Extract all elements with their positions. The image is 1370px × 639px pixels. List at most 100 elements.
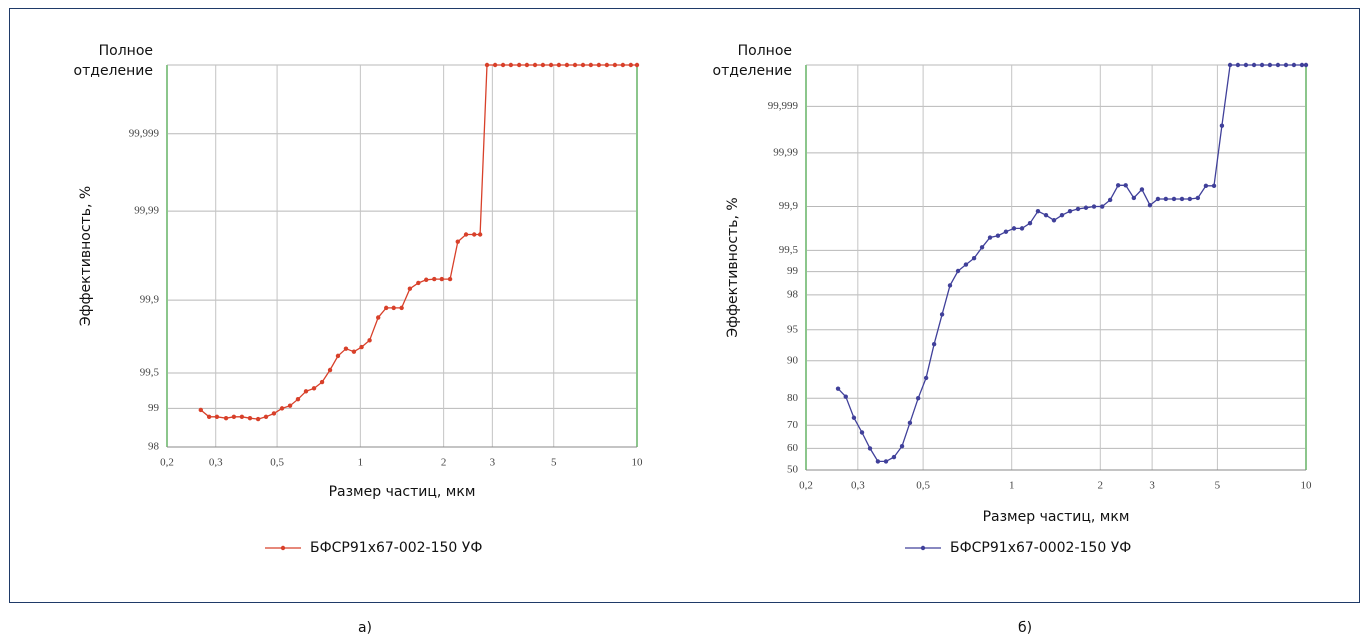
data-point [524, 62, 530, 68]
data-point [634, 62, 640, 68]
data-point [447, 276, 453, 282]
data-point [907, 420, 913, 426]
data-point [851, 415, 857, 420]
data-point [915, 396, 921, 401]
data-point [939, 312, 945, 317]
data-point [1259, 62, 1265, 68]
data-point [1219, 123, 1225, 128]
data-point [1003, 229, 1009, 234]
data-point [1019, 226, 1025, 231]
data-point [1043, 212, 1049, 218]
data-point [359, 344, 364, 350]
data-point [628, 62, 634, 68]
data-point [1275, 62, 1281, 68]
x-tick-label: 10 [1301, 480, 1313, 492]
data-point [572, 62, 578, 68]
data-point [432, 276, 437, 282]
data-point [1075, 206, 1081, 212]
data-point [1303, 62, 1309, 68]
y-tick-label: 99,99 [134, 205, 159, 217]
data-point [1115, 183, 1121, 188]
y-tick-label: 90 [787, 354, 799, 366]
data-point [1171, 196, 1177, 202]
y-tick-label: 99 [787, 265, 799, 277]
y-tick-label: 99 [148, 402, 160, 414]
data-point [424, 277, 429, 282]
data-point [384, 305, 389, 311]
y-tick-label: 98 [787, 288, 799, 300]
data-point [1211, 183, 1217, 189]
x-tick-label: 0,5 [916, 480, 930, 492]
x-tick-label: 2 [1098, 480, 1104, 492]
data-point [1299, 62, 1305, 68]
data-point [416, 280, 421, 286]
data-point [987, 235, 993, 240]
data-point [1059, 212, 1065, 218]
data-point [1155, 196, 1161, 202]
x-tick-label: 0,2 [160, 457, 174, 469]
y-tick-label: 99,9 [779, 200, 799, 212]
data-point [1107, 197, 1113, 203]
data-point [271, 411, 277, 416]
data-point [508, 62, 514, 68]
data-point [556, 62, 562, 68]
series-line [200, 64, 637, 420]
data-point [287, 403, 293, 408]
data-point [947, 283, 953, 288]
data-point [548, 62, 554, 68]
data-point [867, 446, 873, 451]
data-point [1035, 208, 1041, 214]
data-point [955, 268, 961, 274]
y-tick-label: 99,999 [768, 100, 799, 112]
data-point [899, 443, 905, 449]
x-tick-label: 0,5 [270, 457, 284, 469]
data-point [1283, 62, 1289, 68]
y-axis-label: Эффективность, % [725, 197, 741, 337]
legend-label: БФСР91х67-002-150 УФ [310, 540, 482, 556]
data-point [931, 341, 937, 347]
data-point [477, 232, 483, 237]
data-point [859, 430, 865, 435]
data-point [979, 245, 985, 250]
legend-marker [280, 545, 286, 551]
y-tick-label: 80 [787, 392, 799, 404]
data-point [995, 233, 1001, 238]
caption: б) [1018, 620, 1032, 636]
data-point [343, 346, 349, 351]
data-point [279, 406, 285, 411]
data-point [223, 415, 229, 421]
data-point [580, 62, 586, 68]
data-point [1227, 62, 1233, 68]
x-tick-label: 1 [1009, 480, 1015, 492]
x-axis-label: Размер частиц, мкм [329, 484, 476, 500]
y-tick-label: 95 [787, 323, 799, 335]
data-point [319, 379, 325, 385]
data-point [1123, 183, 1128, 188]
y-tick-label: 50 [787, 464, 799, 476]
data-point [492, 62, 498, 68]
data-point [484, 62, 490, 68]
data-point [375, 315, 381, 320]
x-axis-label: Размер частиц, мкм [983, 509, 1130, 525]
caption: а) [358, 620, 372, 636]
data-point [1099, 204, 1105, 209]
x-tick-label: 10 [632, 457, 644, 469]
data-point [1131, 195, 1137, 201]
y-tick-label: 99,5 [140, 367, 160, 379]
data-point [540, 62, 546, 68]
data-point [1139, 187, 1145, 192]
y-tick-label: 99,5 [779, 244, 799, 256]
data-point [1267, 62, 1273, 68]
legend-marker [920, 545, 926, 551]
data-point [255, 416, 261, 422]
y-tick-label: 60 [787, 442, 799, 454]
data-point [1203, 183, 1209, 189]
y-tick-label: Полное отделение [712, 43, 792, 79]
data-point [1027, 221, 1033, 226]
y-tick-label: 99,999 [129, 127, 160, 139]
data-point [439, 276, 445, 282]
x-tick-label: 0,3 [209, 457, 223, 469]
y-axis-label: Эффективность, % [78, 186, 94, 326]
data-point [231, 414, 237, 420]
